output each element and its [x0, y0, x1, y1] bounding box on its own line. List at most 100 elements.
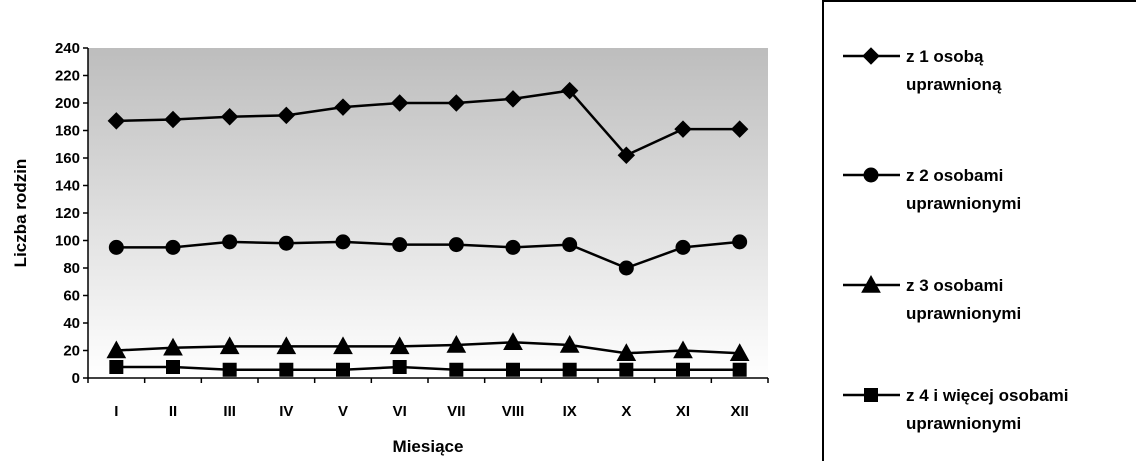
data-point-circle	[675, 239, 691, 255]
legend-label: z 3 osobami	[906, 276, 1003, 295]
y-tick-label: 140	[55, 178, 80, 195]
y-tick-label: 180	[55, 123, 80, 140]
series-line	[116, 89, 740, 157]
data-point-square	[449, 362, 464, 377]
y-tick-label: 80	[63, 260, 80, 277]
data-point-circle	[732, 234, 748, 250]
legend-item-4: z 4 i więcej osobami uprawnionymi	[843, 386, 1069, 433]
y-axis-title: Liczba rodzin	[11, 159, 30, 268]
data-point-triangle	[389, 336, 410, 355]
data-point-square	[222, 362, 237, 377]
y-tick-label: 160	[55, 150, 80, 167]
data-point-square	[109, 360, 124, 374]
legend-label: uprawnionymi	[906, 304, 1021, 323]
y-tick-label: 220	[55, 68, 80, 85]
data-point-square	[166, 360, 180, 374]
data-point-triangle	[276, 336, 297, 355]
data-point-circle	[448, 237, 464, 253]
y-tick-label: 200	[55, 95, 80, 112]
plot-area	[88, 48, 768, 378]
data-point-circle	[335, 234, 351, 250]
legend-marker-square	[864, 388, 878, 402]
data-point-triangle	[503, 332, 523, 350]
data-point-square	[506, 362, 520, 377]
data-point-circle	[108, 239, 124, 255]
y-tick-label: 100	[55, 233, 80, 250]
y-tick-label: 60	[63, 288, 80, 305]
series-line	[116, 240, 740, 270]
y-tick-label: 120	[55, 205, 80, 222]
data-point-diamond	[334, 98, 352, 116]
data-point-triangle	[729, 343, 750, 361]
legend-label: z 1 osobą	[906, 47, 984, 66]
legend-label: z 2 osobami	[906, 166, 1003, 185]
legend-marker-diamond	[862, 47, 880, 65]
data-point-circle	[562, 237, 578, 253]
data-point-square	[392, 360, 407, 374]
data-point-circle	[392, 237, 408, 253]
data-point-square	[676, 362, 690, 377]
data-point-circle	[222, 234, 238, 250]
x-tick-label: V	[338, 403, 348, 420]
data-point-circle	[278, 235, 294, 251]
data-point-square	[619, 362, 634, 377]
x-tick-label: IX	[563, 403, 577, 420]
data-point-triangle	[106, 340, 127, 359]
x-tick-label: III	[223, 403, 236, 420]
legend-item-3: z 3 osobami uprawnionymi	[843, 274, 1021, 323]
x-tick-label: IV	[279, 403, 293, 420]
data-point-diamond	[277, 106, 296, 125]
legend-item-1: z 1 osobą uprawnioną	[843, 47, 1002, 94]
data-point-triangle	[616, 343, 637, 361]
legend-label: uprawnionymi	[906, 194, 1021, 213]
legend-marker-circle	[863, 167, 879, 183]
data-point-diamond	[674, 120, 692, 138]
data-point-triangle	[446, 334, 467, 353]
data-point-diamond	[390, 94, 409, 112]
data-point-circle	[165, 239, 181, 255]
data-point-square	[279, 362, 294, 377]
x-axis-title: Miesiące	[393, 437, 464, 456]
data-point-triangle	[219, 336, 240, 355]
y-tick-label: 240	[55, 40, 80, 57]
legend-label: uprawnionymi	[906, 414, 1021, 433]
data-point-triangle	[559, 334, 580, 353]
data-point-triangle	[673, 340, 693, 359]
data-point-triangle	[163, 337, 183, 356]
series-1	[107, 81, 749, 164]
data-point-diamond	[164, 110, 182, 129]
data-point-diamond	[617, 146, 636, 164]
series-3	[106, 332, 750, 361]
x-tick-label: VII	[447, 403, 465, 420]
legend-label: z 4 i więcej osobami	[906, 386, 1069, 405]
legend-box	[822, 0, 1136, 461]
legend-marker-triangle	[861, 274, 881, 293]
data-point-diamond	[504, 90, 522, 108]
legend-item-2: z 2 osobami uprawnionymi	[843, 166, 1021, 213]
data-point-circle	[505, 239, 521, 255]
y-tick-label: 20	[63, 343, 80, 360]
data-point-diamond	[560, 81, 579, 100]
data-point-diamond	[220, 108, 239, 126]
series-4	[109, 360, 747, 377]
x-tick-label: XII	[730, 403, 748, 420]
series-line	[116, 365, 740, 371]
data-point-diamond	[447, 94, 466, 112]
y-tick-label: 0	[72, 370, 80, 387]
series-line	[116, 340, 740, 355]
legend-label: uprawnioną	[906, 75, 1002, 94]
data-point-square	[336, 362, 350, 377]
data-point-diamond	[107, 112, 126, 130]
y-tick-label: 40	[63, 315, 80, 332]
x-tick-label: II	[169, 403, 177, 420]
x-tick-label: XI	[676, 403, 690, 420]
data-point-square	[732, 362, 747, 377]
series-2	[108, 234, 748, 276]
data-point-square	[562, 362, 577, 377]
data-point-diamond	[730, 120, 749, 138]
x-tick-label: VI	[393, 403, 407, 420]
x-tick-label: VIII	[502, 403, 525, 420]
x-tick-label: X	[621, 403, 631, 420]
data-point-triangle	[333, 336, 353, 355]
x-tick-label: I	[114, 403, 118, 420]
